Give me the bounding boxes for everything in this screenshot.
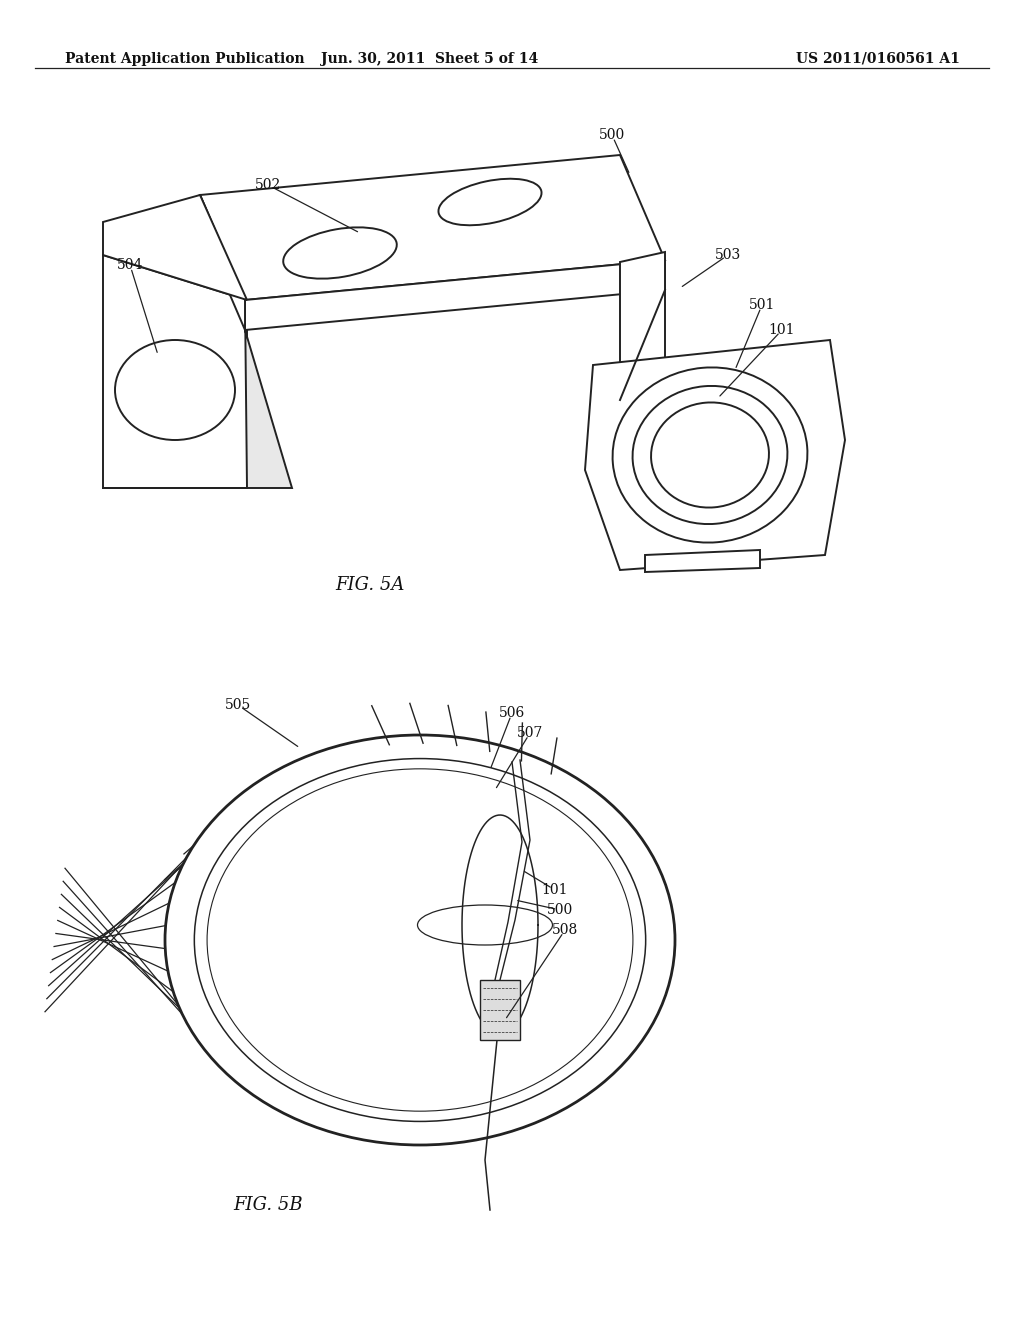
Ellipse shape	[284, 227, 396, 279]
Text: US 2011/0160561 A1: US 2011/0160561 A1	[796, 51, 961, 66]
Text: 508: 508	[552, 923, 579, 937]
Text: 101: 101	[542, 883, 568, 898]
Text: Patent Application Publication: Patent Application Publication	[65, 51, 304, 66]
Polygon shape	[200, 154, 665, 300]
Text: FIG. 5B: FIG. 5B	[233, 1196, 303, 1214]
Ellipse shape	[651, 403, 769, 508]
Ellipse shape	[438, 178, 542, 226]
Polygon shape	[103, 195, 247, 300]
Ellipse shape	[195, 759, 646, 1122]
Text: 503: 503	[715, 248, 741, 261]
Text: 500: 500	[547, 903, 573, 917]
Text: 505: 505	[225, 698, 251, 711]
Bar	[480, 979, 520, 1040]
Polygon shape	[645, 550, 760, 572]
Polygon shape	[620, 252, 665, 400]
Ellipse shape	[115, 341, 234, 440]
Text: 506: 506	[499, 706, 525, 719]
Polygon shape	[200, 195, 245, 330]
Polygon shape	[245, 260, 665, 330]
Text: 504: 504	[117, 257, 143, 272]
Polygon shape	[245, 300, 292, 488]
Text: 101: 101	[769, 323, 796, 337]
Text: FIG. 5A: FIG. 5A	[335, 576, 404, 594]
Text: 507: 507	[517, 726, 543, 741]
Ellipse shape	[633, 385, 787, 524]
Text: Jun. 30, 2011  Sheet 5 of 14: Jun. 30, 2011 Sheet 5 of 14	[322, 51, 539, 66]
Text: 502: 502	[255, 178, 282, 191]
Ellipse shape	[207, 768, 633, 1111]
Ellipse shape	[612, 367, 808, 543]
Ellipse shape	[165, 735, 675, 1144]
Polygon shape	[585, 341, 845, 570]
Text: 501: 501	[749, 298, 775, 312]
Text: 500: 500	[599, 128, 625, 143]
Polygon shape	[103, 255, 247, 488]
